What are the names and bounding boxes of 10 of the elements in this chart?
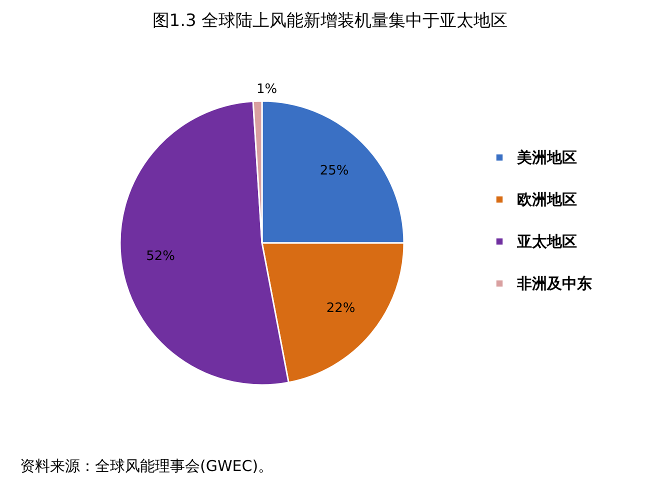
legend-label: 非洲及中东 (516, 274, 592, 292)
data-label: 52% (146, 248, 176, 264)
data-label: 25% (320, 164, 349, 179)
legend-label: 美洲地区 (516, 148, 577, 166)
text: 资料来源：全球风能理事会(GWEC)。 (20, 457, 274, 475)
chart-title: 图1.3 全球陆上风能新增装机量集中于亚太地区 (152, 11, 508, 31)
legend-label: 欧洲地区 (517, 190, 577, 208)
data-label: 1% (256, 82, 278, 98)
legend-label: 亚太地区 (516, 232, 577, 250)
data-label: 22% (326, 301, 356, 316)
